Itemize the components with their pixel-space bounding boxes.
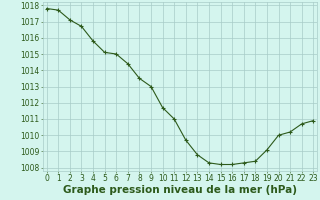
X-axis label: Graphe pression niveau de la mer (hPa): Graphe pression niveau de la mer (hPa) bbox=[63, 185, 297, 195]
